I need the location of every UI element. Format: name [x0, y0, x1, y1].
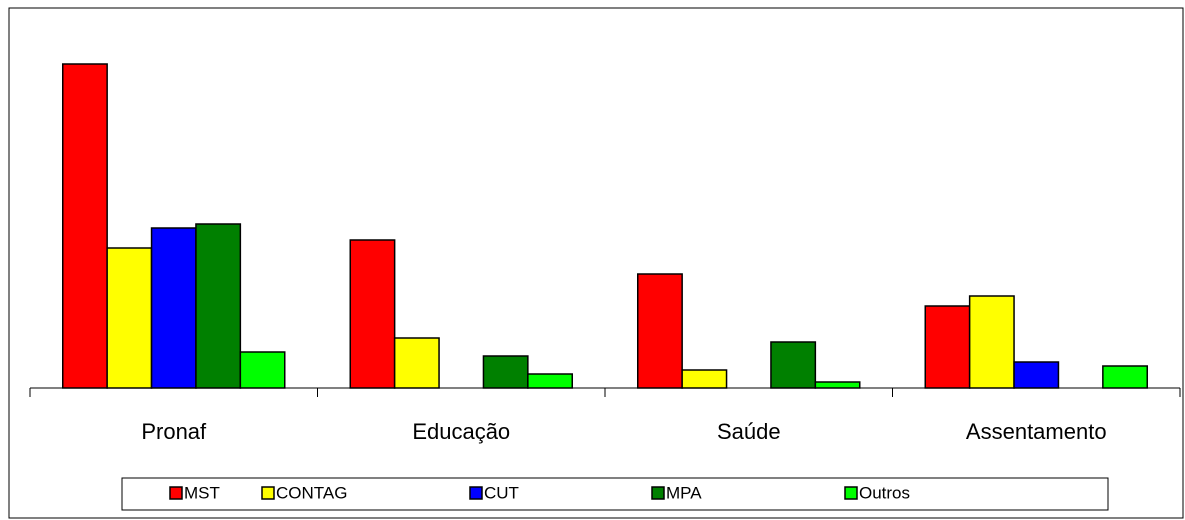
legend-swatch [469, 486, 483, 500]
x-tick-label: Saúde [717, 419, 781, 444]
legend-label: MST [184, 483, 220, 502]
bar [637, 273, 683, 389]
bar [1102, 365, 1148, 389]
legend-box [121, 477, 1109, 511]
bar [349, 239, 396, 389]
bar [150, 227, 197, 389]
legend-swatch [844, 486, 858, 500]
bar [106, 247, 153, 389]
x-tick-label: Assentamento [966, 419, 1107, 444]
bar [1013, 361, 1060, 389]
legend-label: Outros [859, 483, 910, 502]
bar [770, 341, 817, 389]
bar [393, 337, 440, 389]
bar [195, 223, 242, 389]
bar [239, 351, 286, 389]
bar [924, 305, 971, 389]
bar [814, 381, 861, 389]
bar [968, 295, 1015, 389]
legend-swatch [261, 486, 275, 500]
bar [482, 355, 529, 389]
legend-swatch [651, 486, 665, 500]
bar [681, 369, 728, 389]
x-tick-label: Pronaf [141, 419, 207, 444]
legend-label: CONTAG [276, 483, 347, 502]
legend-label: MPA [666, 483, 702, 502]
x-tick-label: Educação [412, 419, 510, 444]
legend-swatch [169, 486, 183, 500]
bar [62, 63, 108, 389]
bar [527, 373, 573, 389]
legend-label: CUT [484, 483, 519, 502]
